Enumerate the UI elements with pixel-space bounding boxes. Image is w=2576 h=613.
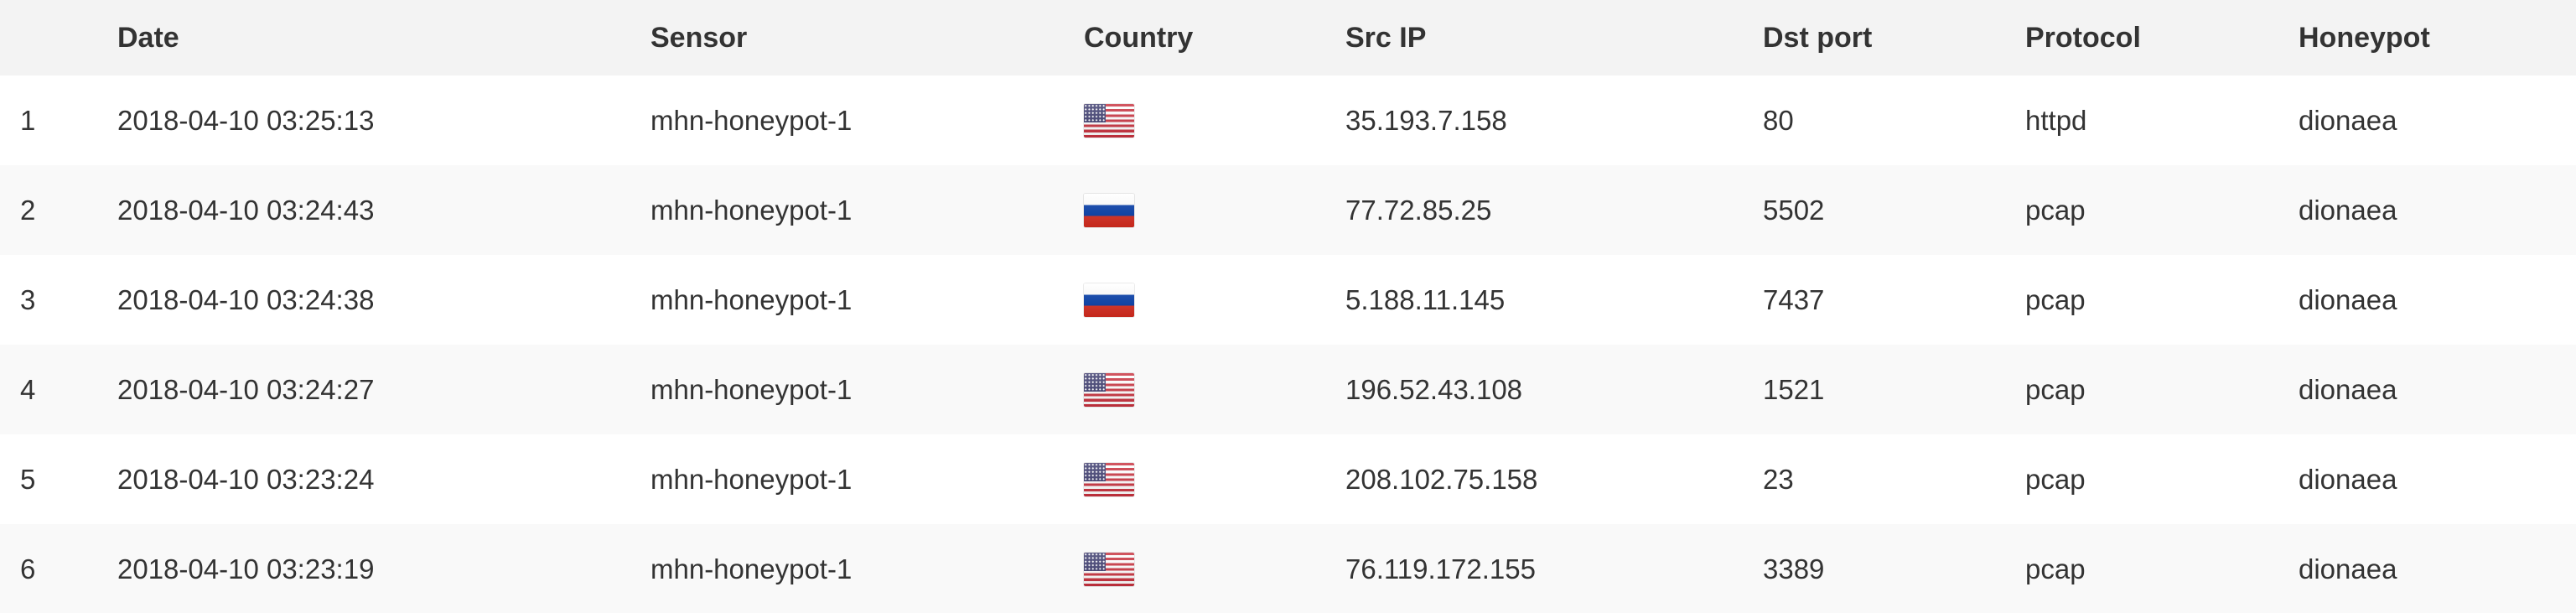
cell-honeypot: dionaea bbox=[2299, 553, 2397, 584]
cell-protocol: httpd bbox=[2025, 104, 2087, 136]
us-flag-icon bbox=[1084, 373, 1134, 408]
table-row: 2 2018-04-10 03:24:43 mhn-honeypot-1 77.… bbox=[0, 165, 2576, 255]
cell-date: 2018-04-10 03:25:13 bbox=[117, 104, 375, 136]
cell-date: 2018-04-10 03:23:19 bbox=[117, 553, 375, 584]
header-sensor[interactable]: Sensor bbox=[650, 21, 748, 54]
cell-sensor: mhn-honeypot-1 bbox=[650, 104, 853, 136]
cell-sensor: mhn-honeypot-1 bbox=[650, 463, 853, 495]
cell-date: 2018-04-10 03:24:27 bbox=[117, 373, 375, 405]
cell-honeypot: dionaea bbox=[2299, 283, 2397, 315]
row-index: 3 bbox=[20, 283, 36, 315]
cell-protocol: pcap bbox=[2025, 463, 2086, 495]
cell-country bbox=[1084, 255, 1345, 345]
cell-date: 2018-04-10 03:24:38 bbox=[117, 283, 375, 315]
cell-src-ip: 35.193.7.158 bbox=[1345, 104, 1507, 136]
cell-country bbox=[1084, 434, 1345, 524]
cell-protocol: pcap bbox=[2025, 373, 2086, 405]
header-src-ip[interactable]: Src IP bbox=[1345, 21, 1427, 54]
cell-sensor: mhn-honeypot-1 bbox=[650, 553, 853, 584]
cell-honeypot: dionaea bbox=[2299, 194, 2397, 226]
cell-dst-port: 3389 bbox=[1763, 553, 1825, 584]
us-flag-icon bbox=[1084, 553, 1134, 587]
cell-dst-port: 23 bbox=[1763, 463, 1794, 495]
cell-src-ip: 76.119.172.155 bbox=[1345, 553, 1536, 584]
cell-honeypot: dionaea bbox=[2299, 373, 2397, 405]
row-index: 6 bbox=[20, 553, 36, 584]
ru-flag-icon bbox=[1084, 194, 1134, 228]
row-index: 1 bbox=[20, 104, 36, 136]
cell-src-ip: 77.72.85.25 bbox=[1345, 194, 1492, 226]
cell-src-ip: 208.102.75.158 bbox=[1345, 463, 1538, 495]
header-date[interactable]: Date bbox=[117, 21, 179, 54]
cell-dst-port: 5502 bbox=[1763, 194, 1825, 226]
cell-sensor: mhn-honeypot-1 bbox=[650, 283, 853, 315]
table-row: 6 2018-04-10 03:23:19 mhn-honeypot-1 76.… bbox=[0, 524, 2576, 613]
cell-country bbox=[1084, 75, 1345, 165]
table-body: 1 2018-04-10 03:25:13 mhn-honeypot-1 35.… bbox=[0, 75, 2576, 613]
table-row: 3 2018-04-10 03:24:38 mhn-honeypot-1 5.1… bbox=[0, 255, 2576, 345]
cell-sensor: mhn-honeypot-1 bbox=[650, 373, 853, 405]
header-honeypot[interactable]: Honeypot bbox=[2299, 21, 2430, 54]
cell-date: 2018-04-10 03:23:24 bbox=[117, 463, 375, 495]
us-flag-icon bbox=[1084, 463, 1134, 497]
cell-sensor: mhn-honeypot-1 bbox=[650, 194, 853, 226]
cell-country bbox=[1084, 165, 1345, 255]
cell-dst-port: 80 bbox=[1763, 104, 1794, 136]
cell-country bbox=[1084, 345, 1345, 434]
row-index: 4 bbox=[20, 373, 36, 405]
cell-date: 2018-04-10 03:24:43 bbox=[117, 194, 375, 226]
cell-honeypot: dionaea bbox=[2299, 463, 2397, 495]
cell-protocol: pcap bbox=[2025, 283, 2086, 315]
cell-country bbox=[1084, 524, 1345, 613]
cell-honeypot: dionaea bbox=[2299, 104, 2397, 136]
cell-dst-port: 1521 bbox=[1763, 373, 1825, 405]
header-dst-port[interactable]: Dst port bbox=[1763, 21, 1873, 54]
cell-src-ip: 5.188.11.145 bbox=[1345, 283, 1506, 315]
cell-protocol: pcap bbox=[2025, 553, 2086, 584]
ru-flag-icon bbox=[1084, 283, 1134, 318]
table-header: Date Sensor Country Src IP Dst port Prot… bbox=[0, 0, 2576, 75]
us-flag-icon bbox=[1084, 104, 1134, 138]
header-row: Date Sensor Country Src IP Dst port Prot… bbox=[0, 0, 2576, 75]
table-row: 1 2018-04-10 03:25:13 mhn-honeypot-1 35.… bbox=[0, 75, 2576, 165]
cell-dst-port: 7437 bbox=[1763, 283, 1825, 315]
table-row: 4 2018-04-10 03:24:27 mhn-honeypot-1 196… bbox=[0, 345, 2576, 434]
row-index: 2 bbox=[20, 194, 36, 226]
cell-protocol: pcap bbox=[2025, 194, 2086, 226]
header-index bbox=[0, 0, 117, 75]
cell-src-ip: 196.52.43.108 bbox=[1345, 373, 1523, 405]
table-row: 5 2018-04-10 03:23:24 mhn-honeypot-1 208… bbox=[0, 434, 2576, 524]
header-protocol[interactable]: Protocol bbox=[2025, 21, 2141, 54]
header-country[interactable]: Country bbox=[1084, 21, 1194, 54]
row-index: 5 bbox=[20, 463, 36, 495]
